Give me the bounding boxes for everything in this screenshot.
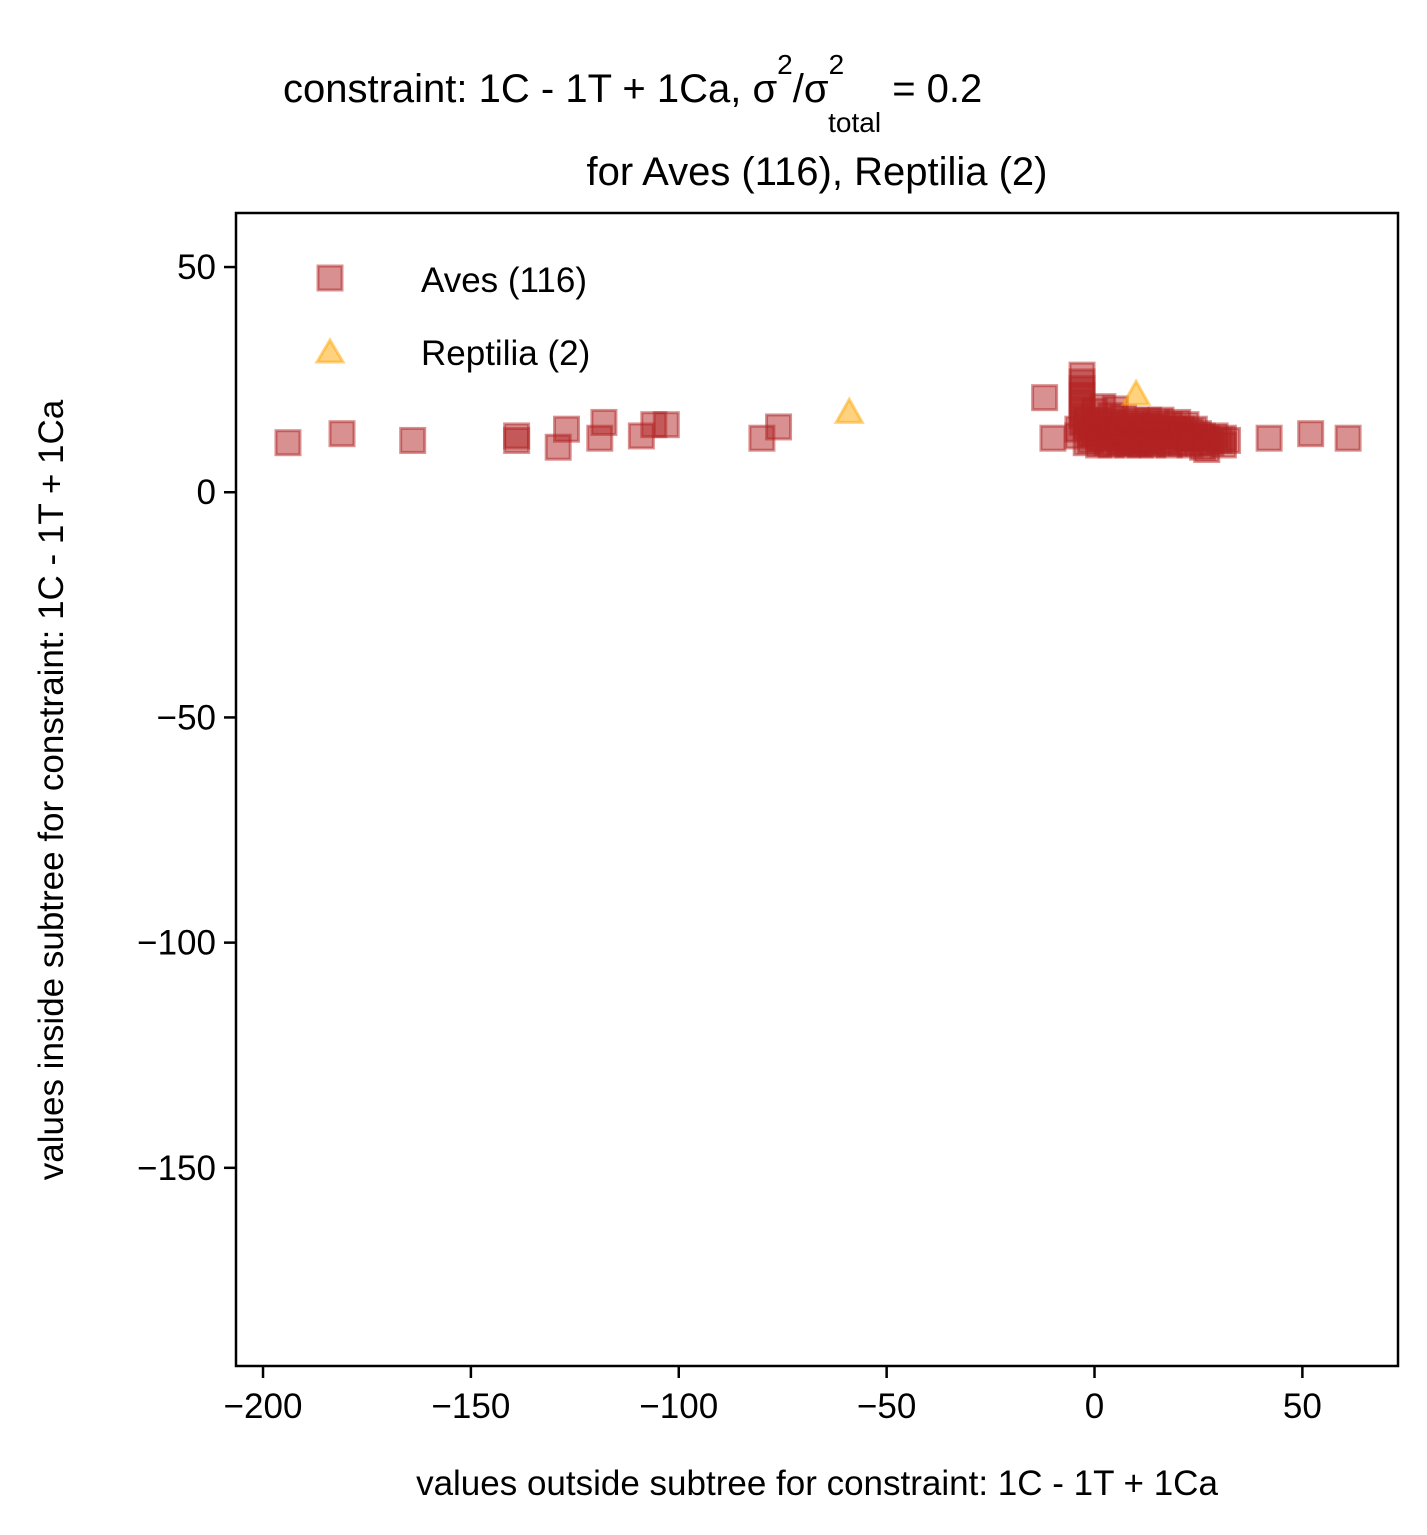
aves-point: [399, 426, 427, 454]
legend-marker-square: [316, 264, 344, 292]
chart-title: constraint: 1C - 1T + 1Ca, σ2/σ2 total = …: [283, 49, 1047, 194]
y-tick-label: 0: [197, 473, 216, 512]
legend-label-aves: Aves (116): [421, 261, 587, 300]
x-axis: −200 −150 −100 −50 0 50: [224, 1366, 1322, 1426]
legend-item-reptilia: Reptilia (2): [314, 334, 590, 373]
y-tick-label: −50: [157, 698, 216, 737]
aves-point: [1176, 424, 1204, 452]
title-line2: for Aves (116), Reptilia (2): [587, 150, 1048, 194]
y-axis: 50 0 −50 −100 −150: [137, 248, 236, 1188]
aves-point: [1072, 413, 1100, 441]
x-tick-label: 50: [1283, 1387, 1322, 1426]
aves-point: [1255, 424, 1283, 452]
title-slash: /σ: [793, 67, 829, 111]
data-points: [274, 361, 1362, 463]
title-sup2: 2: [829, 49, 845, 80]
legend-marker-triangle: [314, 337, 346, 364]
legend-item-aves: Aves (116): [316, 261, 587, 300]
aves-point: [1334, 424, 1362, 452]
x-tick-label: −200: [224, 1387, 303, 1426]
y-axis-label: values inside subtree for constraint: 1C…: [32, 399, 71, 1180]
x-tick-label: −100: [639, 1387, 718, 1426]
title-tail: = 0.2: [881, 67, 982, 111]
reptilia-point: [1120, 378, 1152, 406]
title-sup1: 2: [777, 49, 793, 80]
title-line1: constraint: 1C - 1T + 1Ca, σ2/σ2 total = …: [283, 49, 982, 138]
aves-point: [328, 420, 356, 448]
legend-label-reptilia: Reptilia (2): [421, 334, 590, 373]
aves-point: [1297, 420, 1325, 448]
aves-point: [652, 411, 680, 439]
aves-point: [553, 415, 581, 443]
aves-point: [765, 413, 793, 441]
aves-point: [503, 426, 531, 454]
x-tick-label: −50: [857, 1387, 916, 1426]
y-tick-label: 50: [177, 248, 216, 287]
x-tick-label: −150: [431, 1387, 510, 1426]
x-axis-label: values outside subtree for constraint: 1…: [416, 1464, 1218, 1503]
aves-point: [590, 408, 618, 436]
aves-point: [1031, 384, 1059, 412]
x-tick-label: 0: [1085, 1387, 1104, 1426]
title-sub: total: [828, 107, 881, 138]
aves-point: [274, 429, 302, 457]
y-tick-label: −100: [137, 924, 216, 963]
plot-area: [234, 211, 1400, 1368]
title-main: constraint: 1C - 1T + 1Ca, σ: [283, 67, 777, 111]
aves-point: [1139, 431, 1167, 459]
y-tick-label: −150: [137, 1149, 216, 1188]
aves-point: [1214, 426, 1242, 454]
legend: Aves (116) Reptilia (2): [314, 261, 590, 373]
aves-point: [1039, 424, 1067, 452]
reptilia-point: [833, 396, 865, 424]
